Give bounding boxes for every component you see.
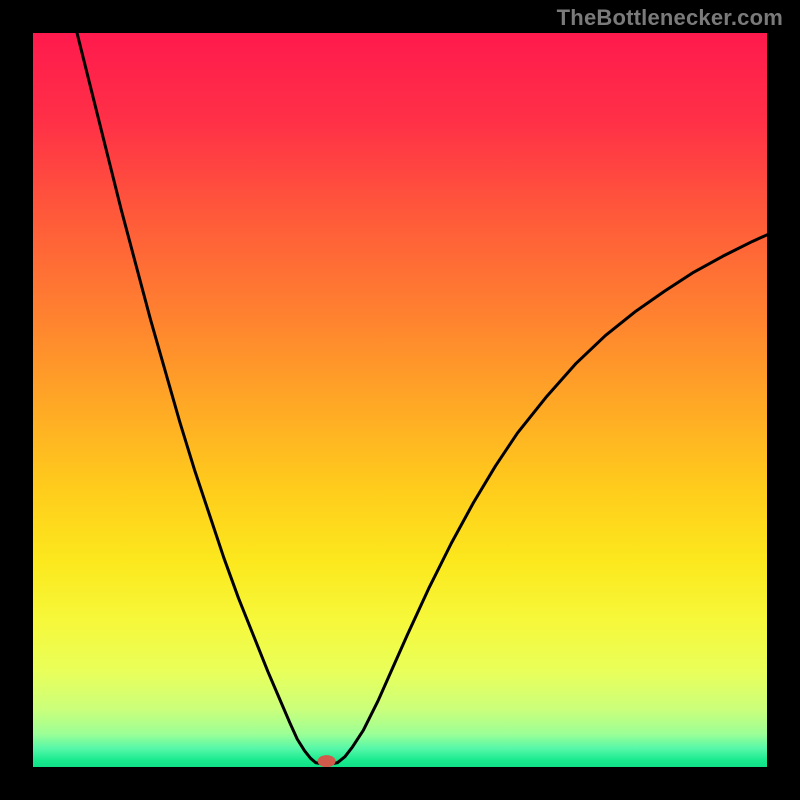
watermark-text: TheBottlenecker.com bbox=[557, 5, 783, 31]
gradient-background bbox=[33, 33, 767, 767]
chart-svg bbox=[33, 33, 767, 767]
plot-area bbox=[33, 33, 767, 767]
optimum-marker bbox=[318, 755, 336, 767]
